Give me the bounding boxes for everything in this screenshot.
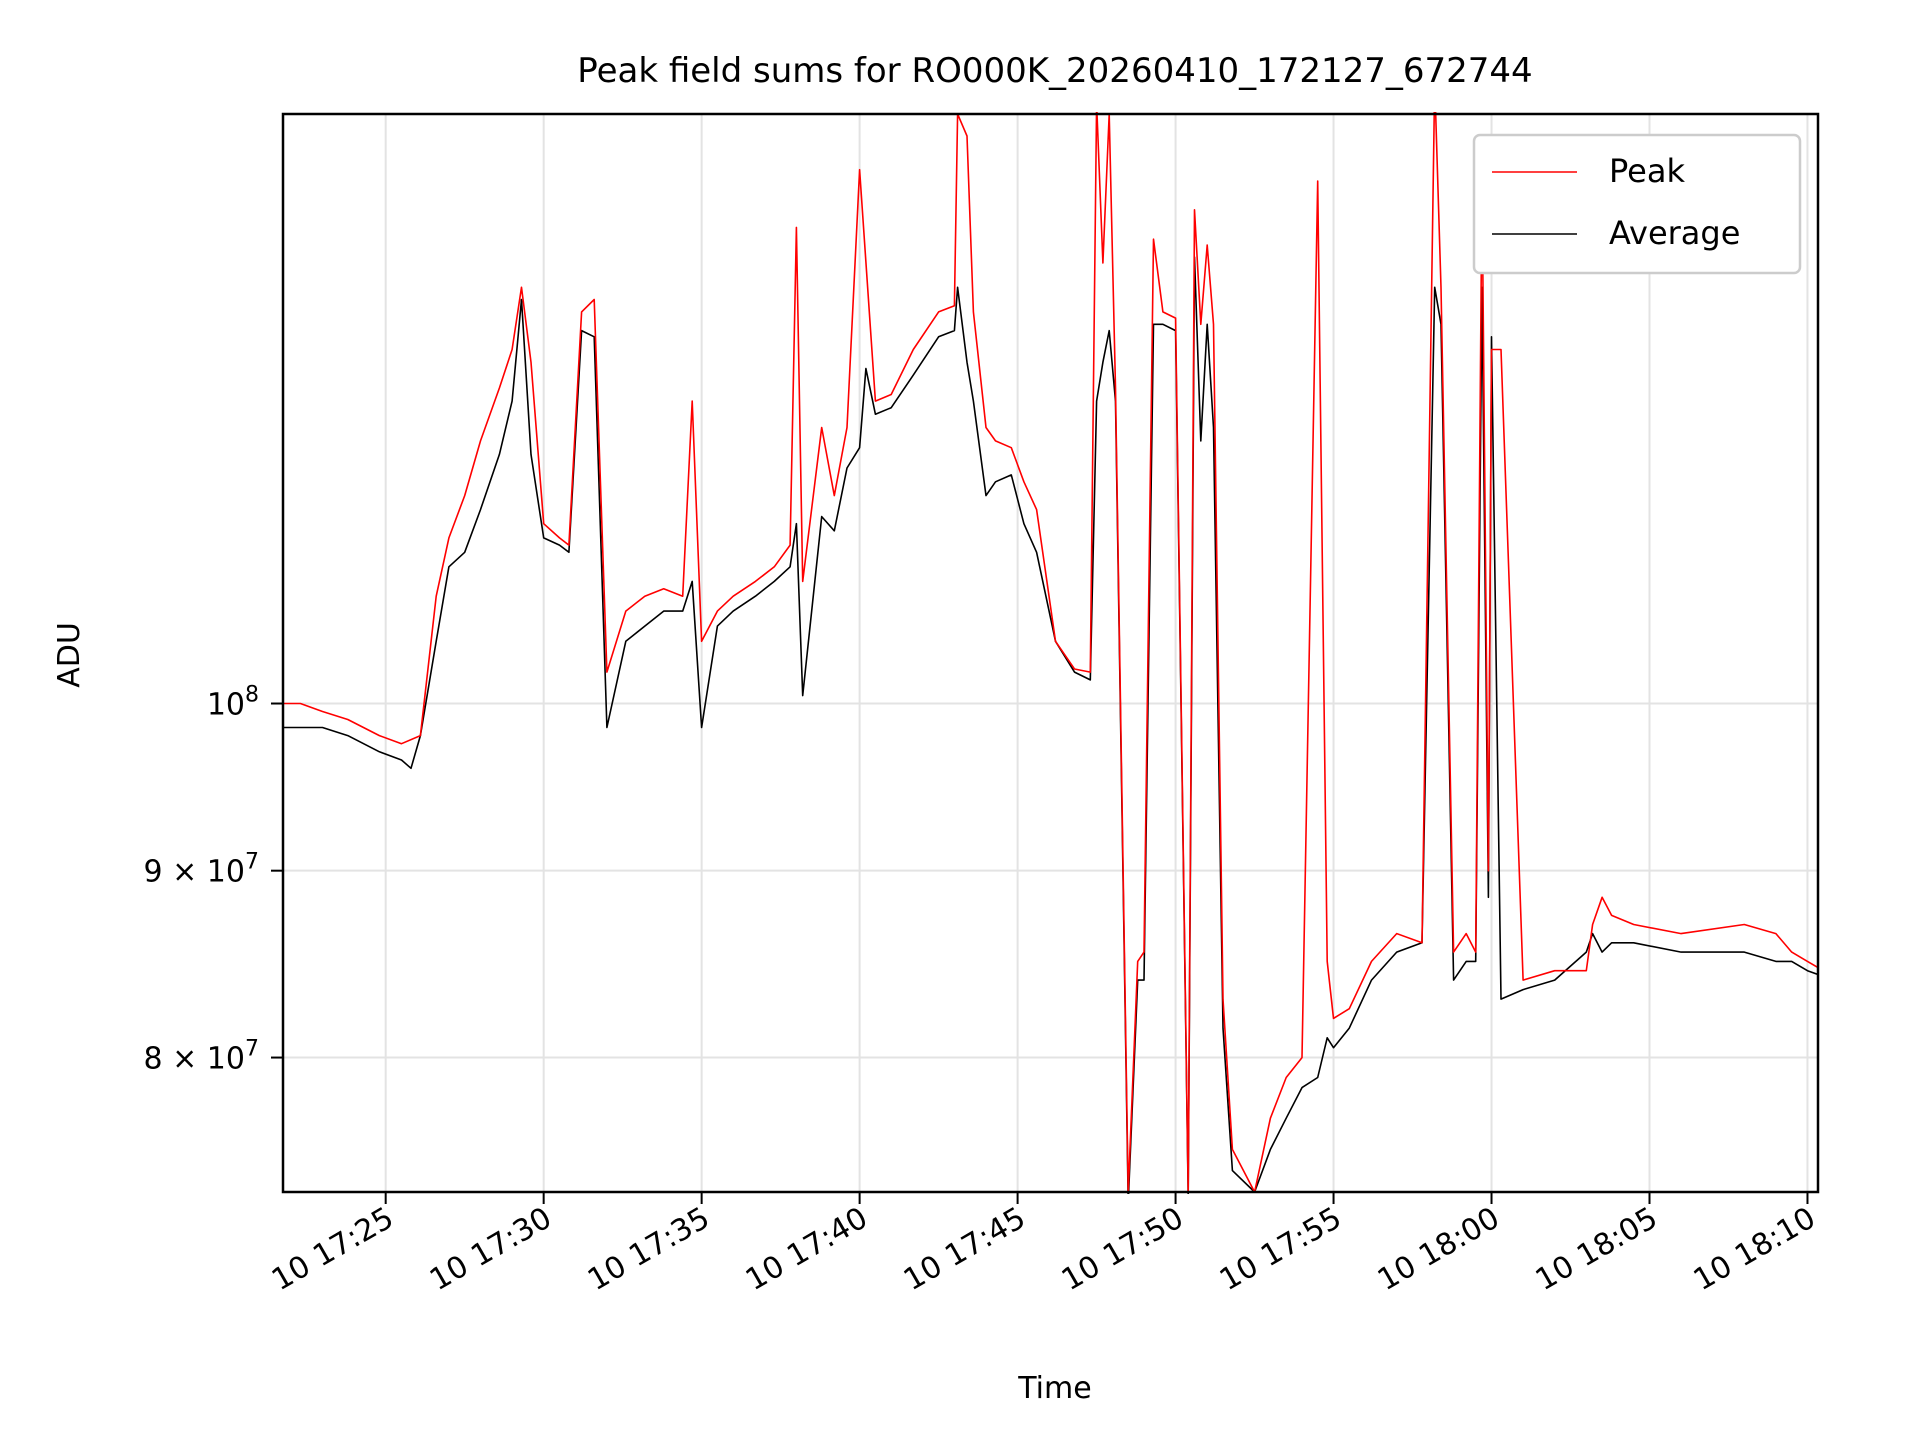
legend: Peak Average [1472,133,1802,275]
legend-average-label: Average [1609,214,1740,252]
x-tick-label: 10 17:35 [582,1201,716,1298]
legend-peak-label: Peak [1609,152,1685,190]
x-tick-label: 10 17:55 [1214,1201,1348,1298]
series-line-average [283,256,1818,1194]
y-tick-label: 9 × 107 [144,850,259,890]
y-axis-label: ADU [52,622,87,688]
x-tick-label: 10 17:25 [266,1201,400,1298]
x-tick-label: 10 18:00 [1372,1201,1506,1298]
x-tick-label: 10 18:10 [1688,1201,1822,1298]
legend-box [1472,133,1802,275]
x-tick-label: 10 17:40 [740,1201,874,1298]
x-tick-label: 10 17:45 [898,1201,1032,1298]
chart-title: Peak field sums for RO000K_20260410_1721… [577,51,1532,91]
x-tick-label: 10 17:50 [1056,1201,1190,1298]
plot-frame [281,112,1820,1194]
series-layer [283,112,1818,1194]
series-line-peak [283,112,1818,1193]
y-tick-label: 108 [207,683,259,723]
y-tick-label: 8 × 107 [144,1037,259,1077]
x-tick-label: 10 17:30 [424,1201,558,1298]
y-axis: 108 9 × 107 8 × 107 [144,683,283,1077]
x-axis-label: Time [1017,1371,1091,1406]
x-tick-label: 10 18:05 [1530,1201,1664,1298]
grid [283,114,1818,1192]
x-axis: 10 17:25 10 17:30 10 17:35 10 17:40 10 17:45… [266,1192,1821,1298]
